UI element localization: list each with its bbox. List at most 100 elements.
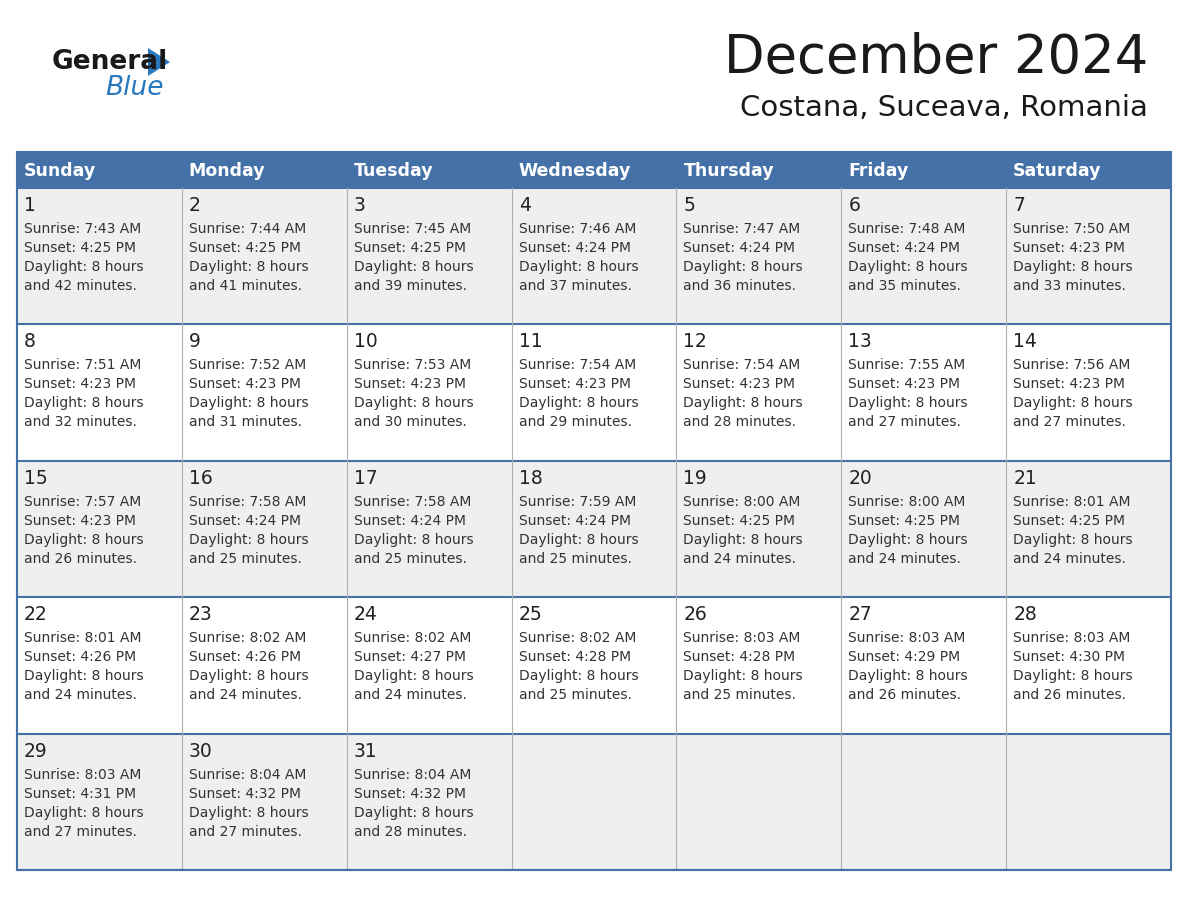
Text: 25: 25 bbox=[519, 605, 542, 624]
Text: and 42 minutes.: and 42 minutes. bbox=[24, 279, 137, 293]
Text: Daylight: 8 hours: Daylight: 8 hours bbox=[354, 532, 473, 547]
Text: Sunrise: 8:02 AM: Sunrise: 8:02 AM bbox=[189, 632, 307, 645]
Text: 21: 21 bbox=[1013, 469, 1037, 487]
Text: Daylight: 8 hours: Daylight: 8 hours bbox=[354, 260, 473, 274]
Bar bbox=[512, 188, 676, 324]
Text: Sunset: 4:26 PM: Sunset: 4:26 PM bbox=[189, 650, 301, 665]
Bar bbox=[1006, 188, 1171, 324]
Text: Daylight: 8 hours: Daylight: 8 hours bbox=[189, 669, 309, 683]
Text: 9: 9 bbox=[189, 332, 201, 352]
Text: Sunrise: 8:00 AM: Sunrise: 8:00 AM bbox=[848, 495, 966, 509]
Text: and 30 minutes.: and 30 minutes. bbox=[354, 416, 467, 430]
Text: Daylight: 8 hours: Daylight: 8 hours bbox=[519, 669, 638, 683]
Text: Sunset: 4:24 PM: Sunset: 4:24 PM bbox=[189, 514, 301, 528]
Text: Sunset: 4:30 PM: Sunset: 4:30 PM bbox=[1013, 650, 1125, 665]
Text: Sunrise: 7:59 AM: Sunrise: 7:59 AM bbox=[519, 495, 636, 509]
Text: Sunrise: 8:04 AM: Sunrise: 8:04 AM bbox=[189, 767, 307, 781]
Text: and 35 minutes.: and 35 minutes. bbox=[848, 279, 961, 293]
Text: Daylight: 8 hours: Daylight: 8 hours bbox=[24, 669, 144, 683]
Text: and 25 minutes.: and 25 minutes. bbox=[519, 688, 632, 702]
Text: Sunset: 4:24 PM: Sunset: 4:24 PM bbox=[519, 241, 631, 255]
Text: Daylight: 8 hours: Daylight: 8 hours bbox=[683, 532, 803, 547]
Text: General: General bbox=[52, 49, 169, 75]
Text: Sunset: 4:27 PM: Sunset: 4:27 PM bbox=[354, 650, 466, 665]
Bar bbox=[17, 461, 182, 598]
Text: Daylight: 8 hours: Daylight: 8 hours bbox=[24, 397, 144, 410]
Text: Sunrise: 7:51 AM: Sunrise: 7:51 AM bbox=[24, 358, 141, 373]
Bar bbox=[182, 324, 347, 461]
Bar bbox=[182, 461, 347, 598]
Text: Sunset: 4:23 PM: Sunset: 4:23 PM bbox=[1013, 377, 1125, 391]
Text: Sunset: 4:28 PM: Sunset: 4:28 PM bbox=[683, 650, 796, 665]
Text: and 27 minutes.: and 27 minutes. bbox=[848, 416, 961, 430]
Bar bbox=[676, 188, 841, 324]
Text: Sunrise: 7:54 AM: Sunrise: 7:54 AM bbox=[683, 358, 801, 373]
Text: Daylight: 8 hours: Daylight: 8 hours bbox=[1013, 532, 1133, 547]
Text: Daylight: 8 hours: Daylight: 8 hours bbox=[519, 532, 638, 547]
Text: Sunday: Sunday bbox=[24, 162, 96, 180]
Text: and 24 minutes.: and 24 minutes. bbox=[189, 688, 302, 702]
Bar bbox=[512, 152, 676, 188]
Text: Sunset: 4:23 PM: Sunset: 4:23 PM bbox=[24, 377, 135, 391]
Text: Wednesday: Wednesday bbox=[519, 162, 631, 180]
Text: Sunset: 4:23 PM: Sunset: 4:23 PM bbox=[189, 377, 301, 391]
Text: and 28 minutes.: and 28 minutes. bbox=[683, 416, 796, 430]
Text: 10: 10 bbox=[354, 332, 378, 352]
Text: 7: 7 bbox=[1013, 196, 1025, 215]
Text: Daylight: 8 hours: Daylight: 8 hours bbox=[189, 532, 309, 547]
Text: Sunrise: 7:46 AM: Sunrise: 7:46 AM bbox=[519, 222, 636, 236]
Bar bbox=[182, 598, 347, 733]
Text: 6: 6 bbox=[848, 196, 860, 215]
Text: and 33 minutes.: and 33 minutes. bbox=[1013, 279, 1126, 293]
Text: Sunset: 4:25 PM: Sunset: 4:25 PM bbox=[683, 514, 796, 528]
Text: Sunset: 4:24 PM: Sunset: 4:24 PM bbox=[683, 241, 796, 255]
Bar bbox=[17, 598, 182, 733]
Text: Sunrise: 7:53 AM: Sunrise: 7:53 AM bbox=[354, 358, 470, 373]
Text: Sunrise: 8:03 AM: Sunrise: 8:03 AM bbox=[848, 632, 966, 645]
Bar bbox=[1006, 733, 1171, 870]
Text: Thursday: Thursday bbox=[683, 162, 775, 180]
Bar bbox=[182, 188, 347, 324]
Text: Daylight: 8 hours: Daylight: 8 hours bbox=[354, 806, 473, 820]
Bar bbox=[1006, 152, 1171, 188]
Text: Tuesday: Tuesday bbox=[354, 162, 434, 180]
Text: and 25 minutes.: and 25 minutes. bbox=[683, 688, 796, 702]
Text: and 26 minutes.: and 26 minutes. bbox=[848, 688, 961, 702]
Text: 15: 15 bbox=[24, 469, 48, 487]
Text: Daylight: 8 hours: Daylight: 8 hours bbox=[683, 669, 803, 683]
Bar bbox=[17, 152, 182, 188]
Bar bbox=[347, 324, 512, 461]
Text: Sunrise: 7:50 AM: Sunrise: 7:50 AM bbox=[1013, 222, 1131, 236]
Text: Blue: Blue bbox=[105, 75, 164, 101]
Text: Sunset: 4:32 PM: Sunset: 4:32 PM bbox=[189, 787, 301, 800]
Text: Sunrise: 7:52 AM: Sunrise: 7:52 AM bbox=[189, 358, 307, 373]
Text: Sunset: 4:24 PM: Sunset: 4:24 PM bbox=[354, 514, 466, 528]
Text: Sunrise: 8:03 AM: Sunrise: 8:03 AM bbox=[683, 632, 801, 645]
Text: Daylight: 8 hours: Daylight: 8 hours bbox=[1013, 260, 1133, 274]
Bar bbox=[676, 598, 841, 733]
Text: and 24 minutes.: and 24 minutes. bbox=[24, 688, 137, 702]
Text: Sunset: 4:24 PM: Sunset: 4:24 PM bbox=[519, 514, 631, 528]
Bar bbox=[347, 188, 512, 324]
Text: 18: 18 bbox=[519, 469, 542, 487]
Polygon shape bbox=[148, 48, 170, 76]
Text: and 28 minutes.: and 28 minutes. bbox=[354, 824, 467, 839]
Text: Sunrise: 8:01 AM: Sunrise: 8:01 AM bbox=[1013, 495, 1131, 509]
Text: 2: 2 bbox=[189, 196, 201, 215]
Text: and 36 minutes.: and 36 minutes. bbox=[683, 279, 796, 293]
Bar bbox=[347, 598, 512, 733]
Bar bbox=[676, 324, 841, 461]
Text: 17: 17 bbox=[354, 469, 378, 487]
Bar bbox=[841, 152, 1006, 188]
Text: and 25 minutes.: and 25 minutes. bbox=[354, 552, 467, 565]
Text: 27: 27 bbox=[848, 605, 872, 624]
Text: Sunrise: 7:44 AM: Sunrise: 7:44 AM bbox=[189, 222, 307, 236]
Text: Sunrise: 8:03 AM: Sunrise: 8:03 AM bbox=[24, 767, 141, 781]
Text: Sunrise: 8:02 AM: Sunrise: 8:02 AM bbox=[354, 632, 472, 645]
Bar bbox=[512, 733, 676, 870]
Text: Daylight: 8 hours: Daylight: 8 hours bbox=[848, 397, 968, 410]
Bar bbox=[841, 461, 1006, 598]
Text: and 25 minutes.: and 25 minutes. bbox=[519, 552, 632, 565]
Text: Sunset: 4:25 PM: Sunset: 4:25 PM bbox=[1013, 514, 1125, 528]
Text: 5: 5 bbox=[683, 196, 695, 215]
